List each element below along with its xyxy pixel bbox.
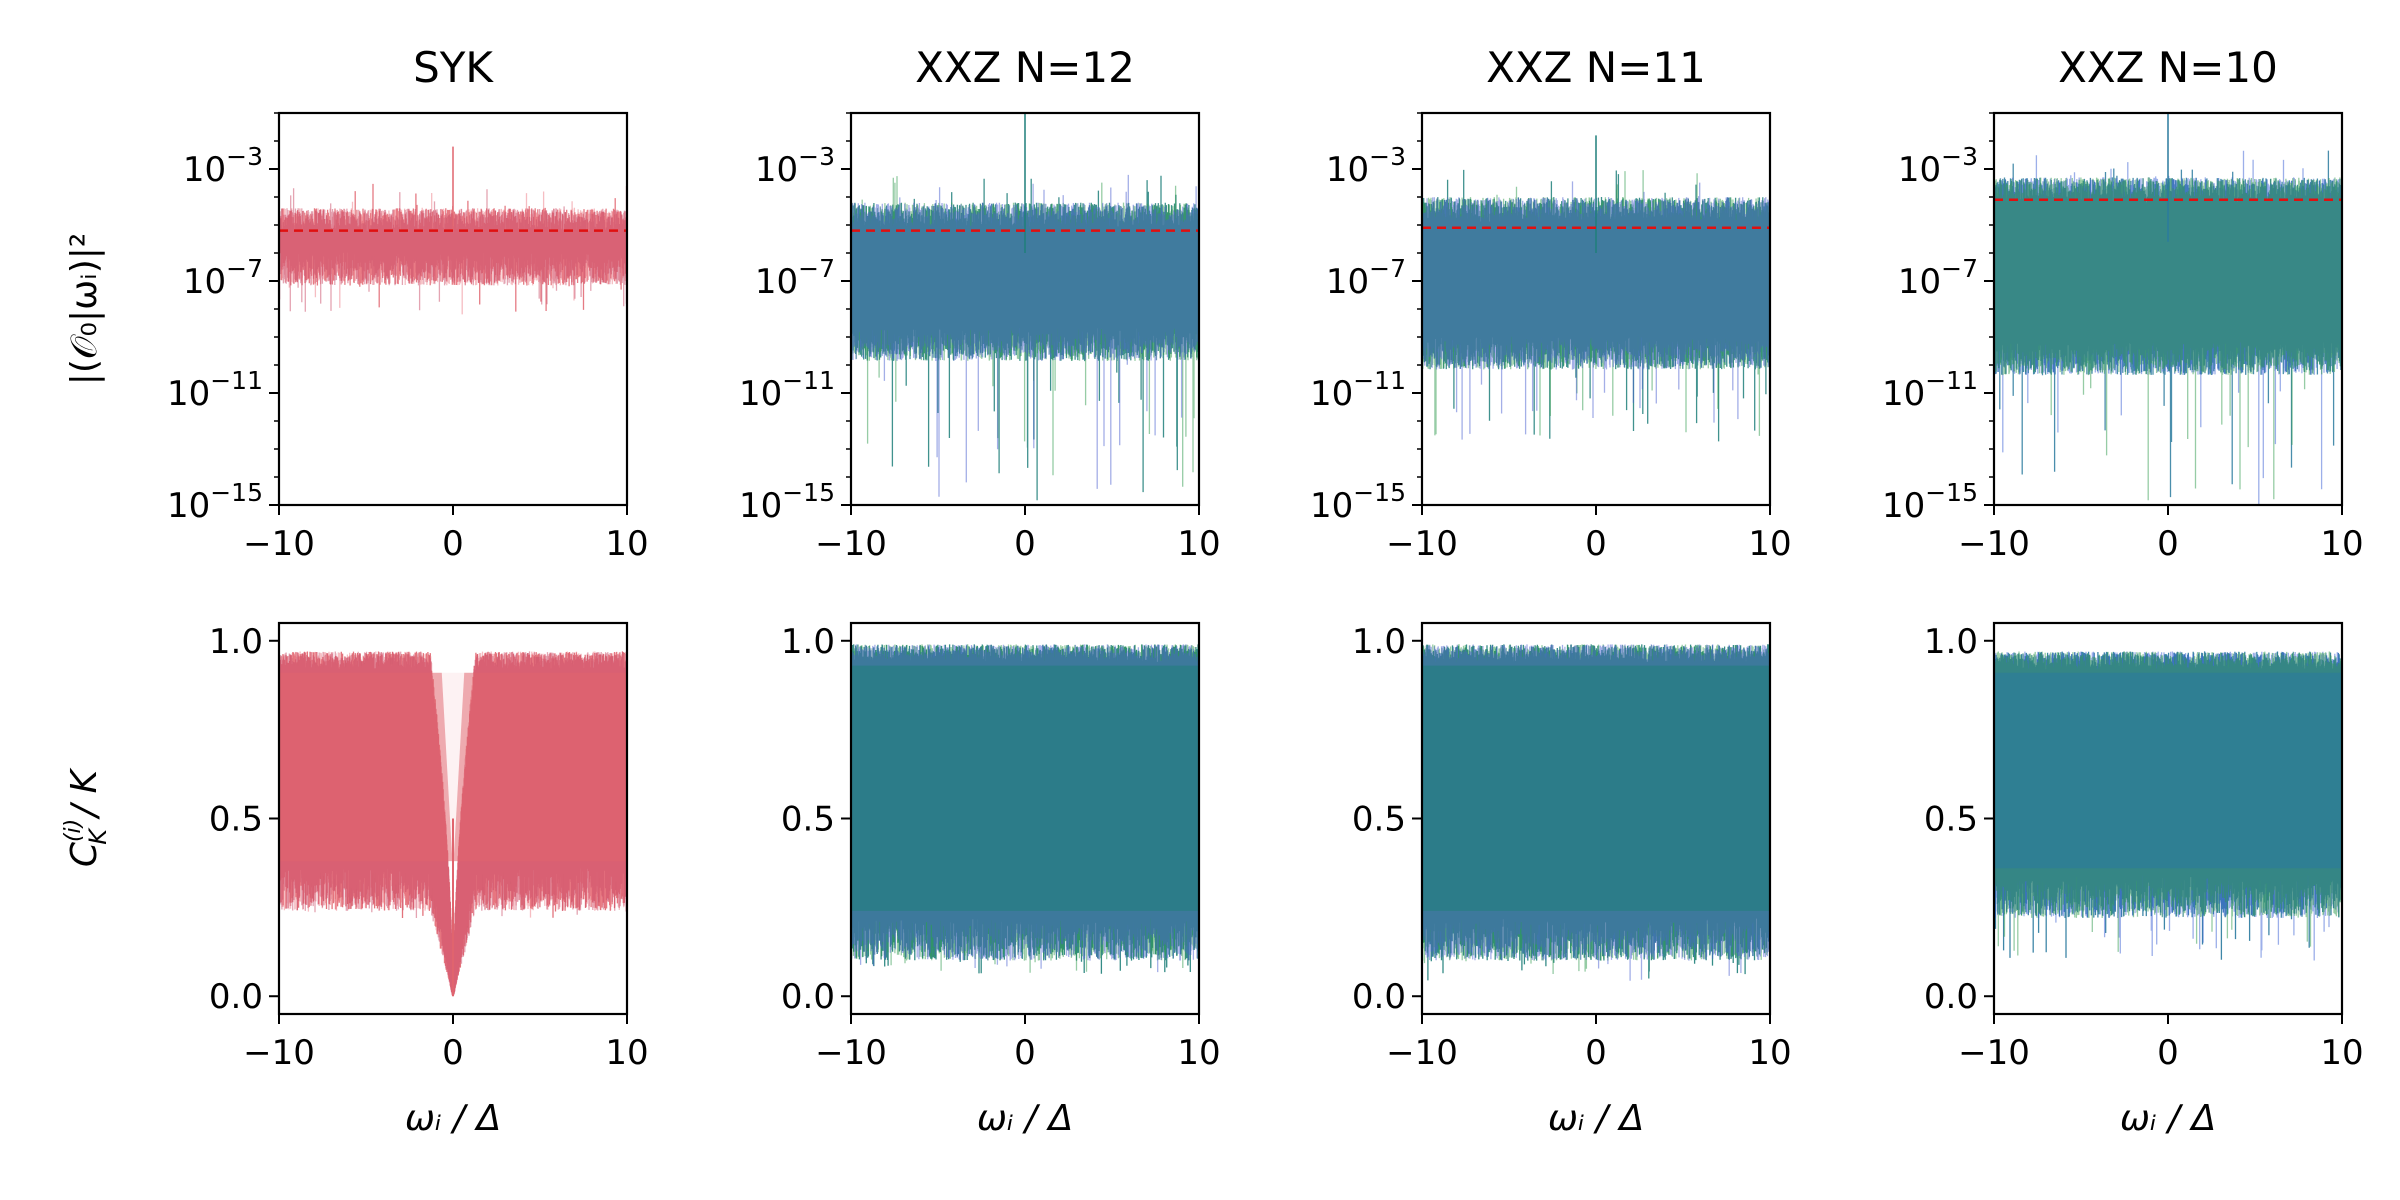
y-tick-label: 10−7 [755, 254, 835, 302]
x-axis-label: ωᵢ / Δ [1548, 1098, 1644, 1139]
x-tick-label: 10 [605, 524, 648, 564]
top-panel-2-data [851, 113, 1199, 501]
x-tick-label: 0 [2157, 1033, 2179, 1073]
x-tick-label: 10 [1177, 524, 1220, 564]
frame-layer [269, 111, 2344, 1024]
x-tick-label: −10 [1386, 1033, 1458, 1073]
x-axis-label: ωᵢ / Δ [2120, 1098, 2216, 1139]
x-tick-label: 0 [442, 1033, 464, 1073]
x-tick-label: 10 [1748, 524, 1791, 564]
text-layer: SYK −10 0 10 −10 0 10 10−3 10−7 10−11 10−15 0.0 0.5 1… [61, 43, 2364, 1139]
x-tick-label: −10 [815, 524, 887, 564]
y-tick-label: 0.5 [1352, 800, 1406, 840]
x-tick-label: 10 [2320, 524, 2363, 564]
x-tick-label: 10 [1177, 1033, 1220, 1073]
y-tick-label: 10−15 [739, 478, 835, 526]
x-tick-label: 10 [1748, 1033, 1791, 1073]
y-tick-label: 0.0 [1924, 977, 1978, 1017]
y-tick-label: 10−15 [1310, 478, 1406, 526]
y-tick-label: 1.0 [781, 622, 835, 662]
x-tick-label: −10 [243, 1033, 315, 1073]
top-panel-4-data [1994, 113, 2342, 504]
y-tick-label: 0.0 [1352, 977, 1406, 1017]
y-tick-label: 0.5 [209, 800, 263, 840]
panel-title: XXZ N=11 [1486, 43, 1706, 92]
panel-title: XXZ N=12 [915, 43, 1135, 92]
bottom-core-band [1994, 672, 2342, 869]
y-tick-label: 0.5 [781, 800, 835, 840]
y-axis-label-top: |(𝒪₀|ωᵢ)|² [64, 233, 105, 386]
x-tick-label: −10 [243, 524, 315, 564]
y-tick-label: 10−15 [167, 478, 263, 526]
x-tick-label: −10 [1386, 524, 1458, 564]
y-tick-label: 10−11 [1882, 366, 1978, 414]
x-tick-label: 0 [1014, 1033, 1036, 1073]
y-tick-label: 0.0 [209, 977, 263, 1017]
top-panel-3-data [1422, 135, 1770, 442]
y-tick-label: 10−7 [1898, 254, 1978, 302]
bottom-panel-2-data [851, 644, 1199, 974]
y-tick-label: 10−11 [167, 366, 263, 414]
x-axis-label: ωᵢ / Δ [977, 1098, 1073, 1139]
y-tick-label: 1.0 [1352, 622, 1406, 662]
bottom-core-band [1422, 665, 1770, 911]
x-tick-label: 0 [1585, 1033, 1607, 1073]
y-tick-label: 10−3 [755, 142, 835, 190]
x-tick-label: −10 [1958, 1033, 2030, 1073]
top-panel-1-data [279, 146, 627, 315]
x-tick-label: 10 [605, 1033, 648, 1073]
y-tick-label: 10−3 [183, 142, 263, 190]
y-axis-label-bottom: C(i)K/ K [61, 767, 112, 867]
x-tick-label: −10 [1958, 524, 2030, 564]
y-tick-label: 10−7 [183, 254, 263, 302]
top-series-3 [1994, 177, 2342, 501]
y-tick-label: 1.0 [1924, 622, 1978, 662]
center-dip-notch [440, 651, 466, 872]
y-tick-label: 10−15 [1882, 478, 1978, 526]
x-tick-label: 10 [2320, 1033, 2363, 1073]
y-tick-label: 0.0 [781, 977, 835, 1017]
panel-title: XXZ N=10 [2058, 43, 2278, 92]
y-tick-label: 10−3 [1326, 142, 1406, 190]
x-tick-label: 0 [442, 524, 464, 564]
bottom-core-band [851, 665, 1199, 911]
y-tick-label: 10−3 [1898, 142, 1978, 190]
y-tick-label: 10−11 [739, 366, 835, 414]
x-tick-label: 0 [2157, 524, 2179, 564]
x-tick-label: 0 [1014, 524, 1036, 564]
y-tick-label: 10−11 [1310, 366, 1406, 414]
y-tick-label: 10−7 [1326, 254, 1406, 302]
bottom-panel-3-data [1422, 644, 1770, 981]
bottom-panel-1-data [279, 651, 627, 997]
y-tick-label: 0.5 [1924, 800, 1978, 840]
x-tick-label: 0 [1585, 524, 1607, 564]
x-tick-label: −10 [815, 1033, 887, 1073]
data-layer [279, 113, 2342, 997]
panel-title: SYK [413, 43, 494, 92]
bottom-panel-4-data [1994, 651, 2342, 961]
y-tick-label: 1.0 [209, 622, 263, 662]
x-axis-label: ωᵢ / Δ [405, 1098, 501, 1139]
